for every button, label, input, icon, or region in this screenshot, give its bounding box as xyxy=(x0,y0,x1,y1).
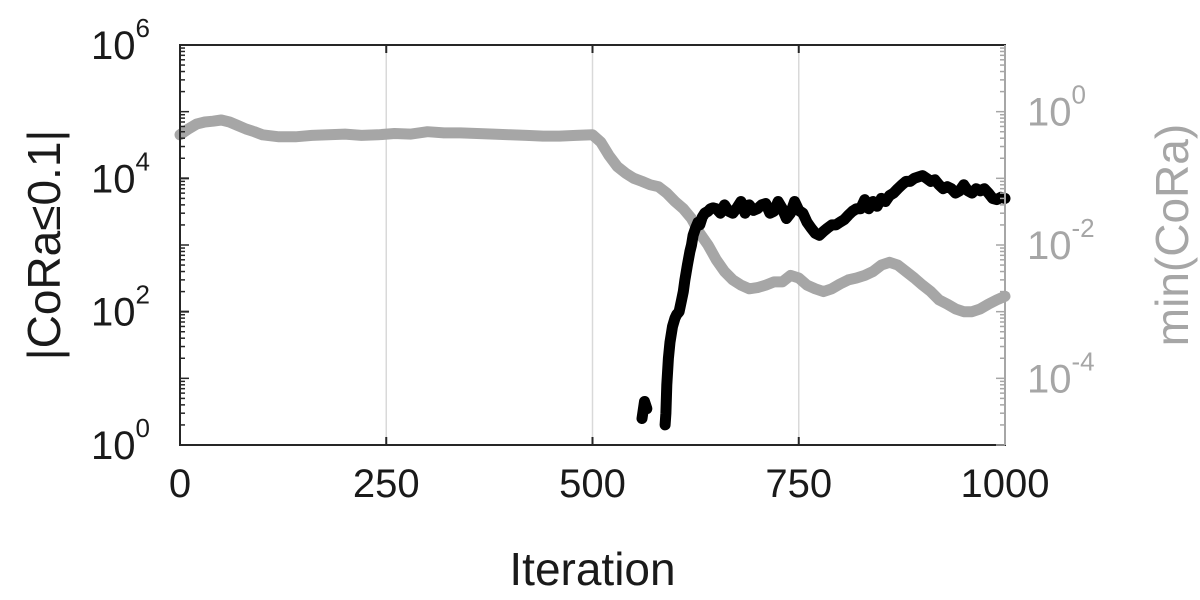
x-tick-label: 1000 xyxy=(961,462,1050,506)
x-axis-label: Iteration xyxy=(509,543,675,595)
right-y-tick-base: 10 xyxy=(1027,91,1072,135)
right-y-tick-base: 10 xyxy=(1027,224,1072,268)
x-tick-label: 500 xyxy=(559,462,626,506)
x-tick-label: 250 xyxy=(353,462,420,506)
right-y-tick-base: 10 xyxy=(1027,357,1072,401)
left-y-tick-exponent: 0 xyxy=(136,413,150,443)
right-y-tick-label: 10-2 xyxy=(1027,213,1095,268)
left-axis-label: |CoRa≤0.1| xyxy=(18,130,70,361)
left-y-tick-label: 104 xyxy=(91,146,150,201)
right-axis-label: min(CoRa) xyxy=(1146,124,1198,346)
left-y-tick-exponent: 4 xyxy=(136,146,150,176)
right-y-tick-exponent: 0 xyxy=(1072,80,1086,110)
min-cora-series-line xyxy=(174,114,1011,318)
grid-layer xyxy=(385,45,800,445)
cora-count-series-line xyxy=(636,396,653,424)
right-y-tick-label: 10-4 xyxy=(1027,346,1095,401)
x-tick-label: 750 xyxy=(765,462,832,506)
right-y-tick-label: 100 xyxy=(1027,80,1086,135)
left-y-tick-label: 102 xyxy=(91,280,150,335)
left-y-tick-label: 106 xyxy=(91,13,150,68)
left-y-tick-base: 10 xyxy=(91,424,136,468)
cora-count-series-line xyxy=(659,170,1011,431)
left-y-tick-label: 100 xyxy=(91,413,150,468)
right-y-tick-exponent: -2 xyxy=(1072,213,1095,243)
left-y-tick-exponent: 2 xyxy=(136,280,150,310)
left-y-tick-exponent: 6 xyxy=(136,13,150,43)
tick-layer xyxy=(179,44,1006,446)
left-y-tick-base: 10 xyxy=(91,24,136,68)
series-layer xyxy=(174,114,1011,431)
left-y-tick-base: 10 xyxy=(91,291,136,335)
left-y-tick-base: 10 xyxy=(91,157,136,201)
right-y-tick-exponent: -4 xyxy=(1072,346,1095,376)
x-tick-label: 0 xyxy=(169,462,191,506)
